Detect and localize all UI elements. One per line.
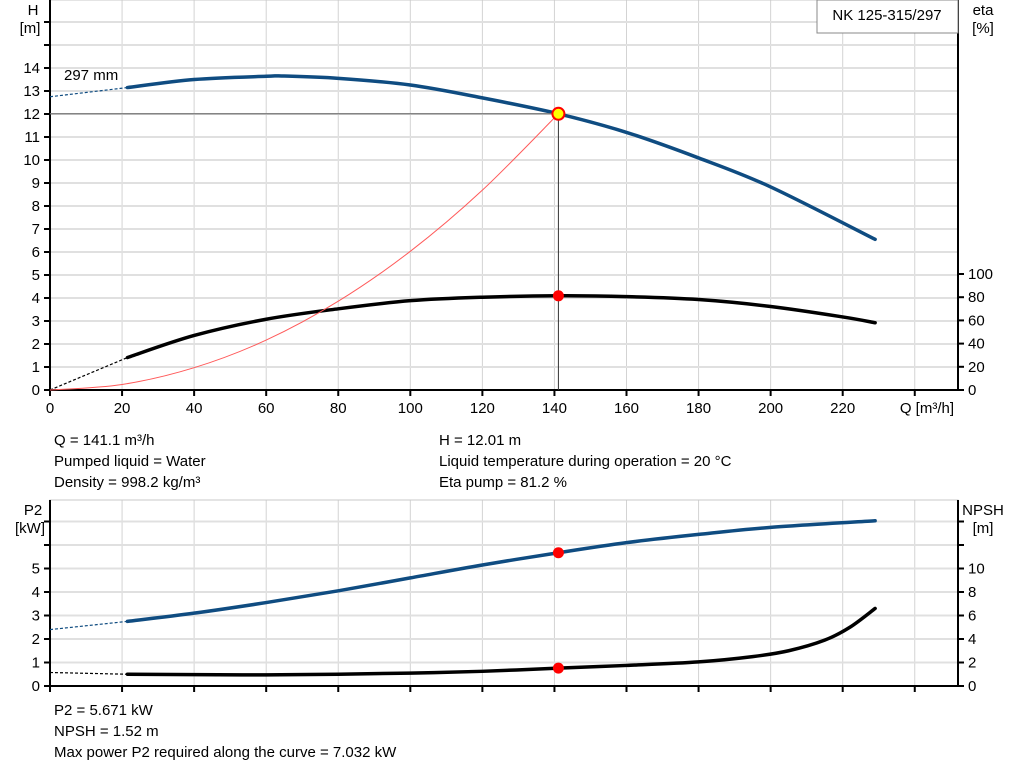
y-tick-label-left: 1 <box>32 359 40 376</box>
y-tick-label-right: 20 <box>968 359 985 376</box>
y-tick-label-left: 5 <box>32 267 40 284</box>
flow-readout: Q = 141.1 m³/h <box>54 432 155 449</box>
y-tick-label-right: 80 <box>968 289 985 306</box>
x-tick-label: 220 <box>830 400 855 417</box>
head-curve-extrapolation <box>49 86 128 98</box>
y-tick-label-left: 2 <box>32 631 40 648</box>
pumped-liquid: Pumped liquid = Water <box>54 453 206 470</box>
x-axis-label: Q [m³/h] <box>900 400 954 417</box>
p2-duty-point <box>552 547 564 559</box>
efficiency-curve-extrapolation <box>49 356 128 391</box>
eta-duty-point <box>552 290 564 302</box>
npsh-curve <box>125 606 877 677</box>
y-tick-label-left: 0 <box>32 678 40 695</box>
model-label: NK 125-315/297 <box>832 7 941 24</box>
x-tick-label: 60 <box>258 400 275 417</box>
npsh-duty-point <box>552 662 564 674</box>
x-tick-label: 140 <box>542 400 567 417</box>
x-tick-label: 200 <box>758 400 783 417</box>
plot-frame <box>49 0 959 391</box>
temperature-readout: Liquid temperature during operation = 20… <box>439 453 732 470</box>
y-tick-label-right: 8 <box>968 584 976 601</box>
y-tick-label-right: 2 <box>968 655 976 672</box>
y-tick-label-right: 100 <box>968 266 993 283</box>
x-tick-label: 40 <box>186 400 203 417</box>
y-tick-label-left: 11 <box>24 129 40 146</box>
density-readout: Density = 998.2 kg/m³ <box>54 474 201 491</box>
impeller-diameter-label: 297 mm <box>64 67 118 84</box>
y-tick-label-right: 10 <box>968 561 985 578</box>
y-axis-label-right: eta <box>973 2 995 19</box>
max-p2-readout: Max power P2 required along the curve = … <box>54 744 397 761</box>
y-axis-label-left: H <box>28 2 39 19</box>
power-p2-curve-extrapolation <box>49 620 128 631</box>
npsh-curve-extrapolation <box>49 671 128 675</box>
x-tick-label: 120 <box>470 400 495 417</box>
y-tick-label-left: 4 <box>32 584 40 601</box>
x-tick-label: 100 <box>398 400 423 417</box>
y-axis-unit-right: [m] <box>973 520 994 537</box>
npsh-readout: NPSH = 1.52 m <box>54 723 159 740</box>
x-tick-label: 20 <box>114 400 131 417</box>
info-bottom: P2 = 5.671 kW NPSH = 1.52 m Max power P2… <box>54 700 396 763</box>
head-readout: H = 12.01 m <box>439 432 522 449</box>
y-tick-label-left: 7 <box>32 221 40 238</box>
y-tick-label-right: 40 <box>968 336 985 353</box>
x-tick-label: 180 <box>686 400 711 417</box>
y-tick-label-left: 6 <box>32 244 40 261</box>
y-tick-label-left: 8 <box>32 198 40 215</box>
efficiency-curve <box>125 294 877 360</box>
info-top-right: H = 12.01 m Liquid temperature during op… <box>439 430 731 493</box>
y-tick-label-left: 0 <box>32 382 40 399</box>
y-axis-label-right: NPSH <box>962 502 1004 519</box>
info-top-left: Q = 141.1 m³/h Pumped liquid = Water Den… <box>54 430 206 493</box>
system-curve <box>49 113 559 391</box>
y-tick-label-right: 0 <box>968 678 976 695</box>
y-tick-label-left: 4 <box>32 290 40 307</box>
eta-readout: Eta pump = 81.2 % <box>439 474 567 491</box>
model-label-box <box>816 0 959 34</box>
y-tick-label-right: 0 <box>968 382 976 399</box>
y-tick-label-right: 60 <box>968 312 985 329</box>
y-tick-label-left: 3 <box>32 313 40 330</box>
x-tick-label: 160 <box>614 400 639 417</box>
y-axis-unit-right: [%] <box>972 20 994 37</box>
y-tick-label-left: 13 <box>23 83 40 100</box>
y-axis-label-left: P2 <box>24 502 42 519</box>
head-duty-point <box>551 106 566 121</box>
y-tick-label-left: 3 <box>32 608 40 625</box>
y-tick-label-left: 1 <box>32 655 40 672</box>
y-tick-label-right: 4 <box>968 631 976 648</box>
y-tick-label-left: 10 <box>23 152 40 169</box>
y-axis-unit-left: [kW] <box>15 520 45 537</box>
y-tick-label-right: 6 <box>968 608 976 625</box>
y-axis-unit-left: [m] <box>20 20 41 37</box>
power-p2-curve <box>125 518 877 624</box>
head-curve <box>125 74 877 242</box>
x-tick-label: 0 <box>46 400 54 417</box>
p2-readout: P2 = 5.671 kW <box>54 702 153 719</box>
y-tick-label-left: 12 <box>23 106 40 123</box>
y-tick-label-left: 5 <box>32 561 40 578</box>
y-tick-label-left: 9 <box>32 175 40 192</box>
x-tick-label: 80 <box>330 400 347 417</box>
y-tick-label-left: 2 <box>32 336 40 353</box>
y-tick-label-left: 14 <box>23 60 40 77</box>
